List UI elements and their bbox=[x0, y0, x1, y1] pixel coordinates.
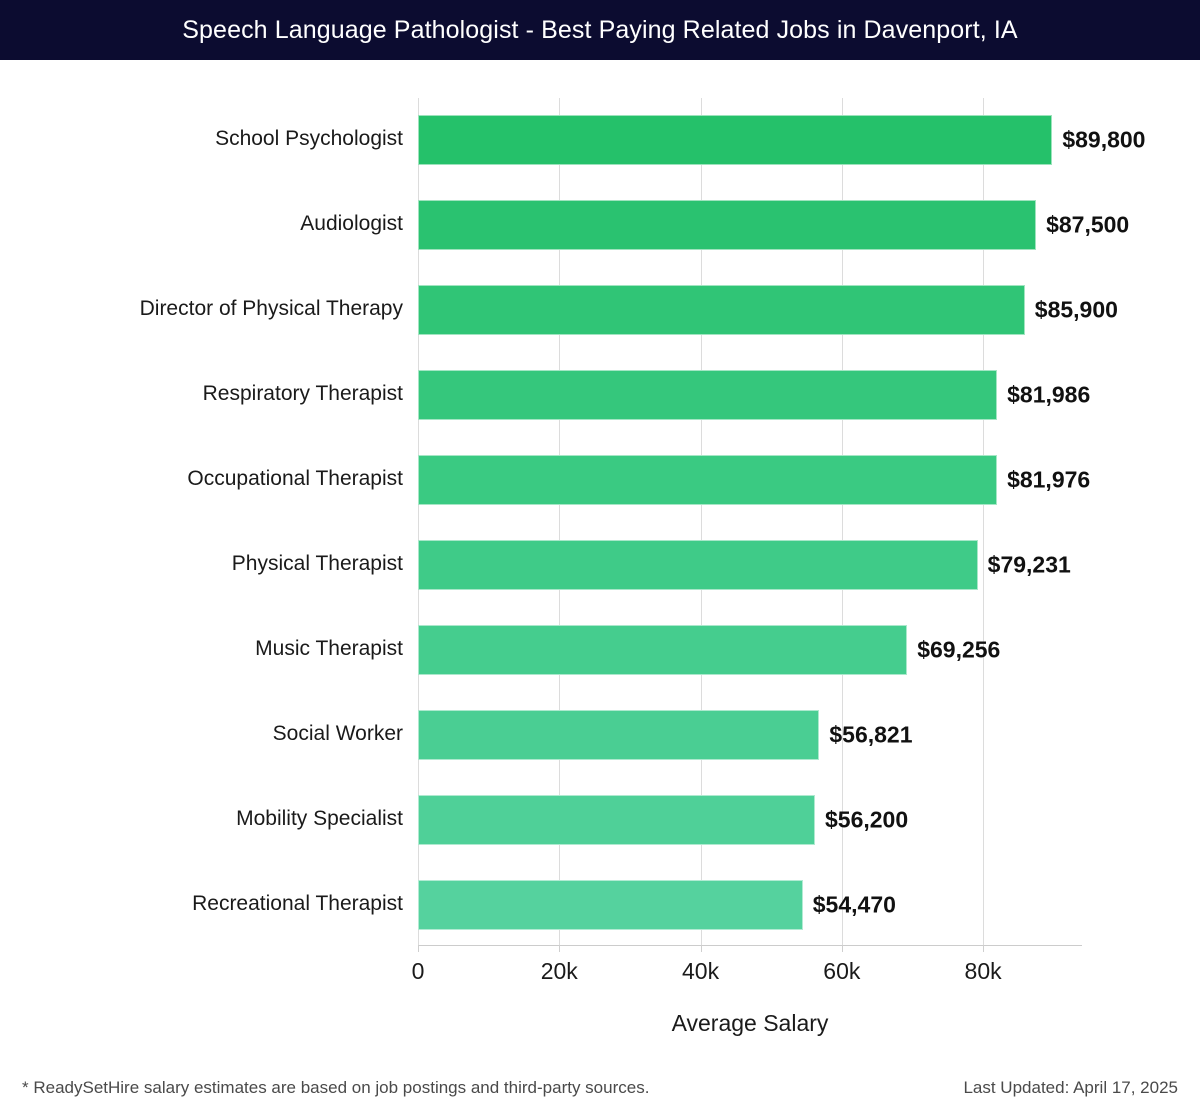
bar-row[interactable]: $69,256 bbox=[418, 625, 1082, 675]
page-title: Speech Language Pathologist - Best Payin… bbox=[182, 15, 1018, 44]
x-tick-label: 40k bbox=[682, 958, 720, 984]
bar[interactable] bbox=[418, 455, 998, 505]
chart-footer: * ReadySetHire salary estimates are base… bbox=[0, 1068, 1200, 1120]
bar[interactable] bbox=[418, 115, 1053, 165]
gridline bbox=[983, 98, 985, 945]
bar-row[interactable]: $87,500 bbox=[418, 200, 1129, 250]
plot-area: $89,800 $87,500 $85,900 $81,986 $81,976 $79,2… bbox=[418, 98, 1145, 945]
gridline bbox=[418, 98, 419, 945]
bar-value-label: $56,200 bbox=[824, 806, 909, 833]
y-axis-category-label: Music Therapist bbox=[255, 637, 403, 660]
footer-last-updated: Last Updated: April 17, 2025 bbox=[963, 1078, 1178, 1097]
bar-value-label: $85,900 bbox=[1034, 296, 1118, 323]
x-tick-label: 20k bbox=[540, 958, 578, 984]
gridline bbox=[559, 98, 561, 945]
y-axis-category-label: Recreational Therapist bbox=[192, 892, 403, 915]
x-tick-mark bbox=[983, 945, 985, 952]
bar-row[interactable]: $56,821 bbox=[418, 710, 1082, 760]
y-axis-category-label: Audiologist bbox=[300, 212, 403, 235]
bar-value-label: $54,470 bbox=[812, 891, 896, 918]
bar[interactable] bbox=[418, 540, 978, 590]
y-axis-category-labels: School Psychologist Audiologist Director o… bbox=[0, 98, 403, 945]
bar-value-label: $87,500 bbox=[1046, 211, 1130, 238]
gridline bbox=[700, 98, 702, 945]
footer-disclaimer: * ReadySetHire salary estimates are base… bbox=[22, 1078, 650, 1097]
y-axis-category-label: Respiratory Therapist bbox=[202, 382, 403, 405]
y-axis-category-label: Social Worker bbox=[272, 722, 403, 745]
bar[interactable] bbox=[418, 370, 998, 420]
y-axis-category-label: Occupational Therapist bbox=[187, 467, 403, 490]
bar-row[interactable]: $56,200 bbox=[418, 795, 1082, 845]
bar-value-label: $69,256 bbox=[917, 636, 1001, 663]
x-tick-mark bbox=[700, 945, 702, 952]
chart-header-bar: Speech Language Pathologist - Best Payin… bbox=[0, 0, 1200, 60]
x-axis-line bbox=[418, 945, 1082, 946]
bar-row[interactable]: $79,231 bbox=[418, 540, 1082, 590]
bar-row[interactable]: $85,900 bbox=[418, 285, 1118, 335]
bar-row[interactable]: $89,800 bbox=[418, 115, 1145, 165]
x-axis-title: Average Salary bbox=[671, 1010, 829, 1036]
bar-row[interactable]: $81,976 bbox=[418, 455, 1090, 505]
bar-value-label: $79,231 bbox=[987, 551, 1071, 578]
bar-row[interactable]: $81,986 bbox=[418, 370, 1090, 420]
bar-value-label: $81,986 bbox=[1007, 381, 1091, 408]
bar-chart: $89,800 $87,500 $85,900 $81,986 $81,976 $79,2… bbox=[0, 60, 1200, 1060]
y-axis-category-label: Mobility Specialist bbox=[236, 807, 403, 830]
y-axis-category-label: Physical Therapist bbox=[231, 552, 403, 575]
bar[interactable] bbox=[418, 200, 1037, 250]
x-tick-mark bbox=[841, 945, 843, 952]
x-tick-mark bbox=[418, 945, 419, 952]
bar-value-label: $56,821 bbox=[829, 721, 913, 748]
x-tick-label: 80k bbox=[964, 958, 1002, 984]
x-tick-label: 60k bbox=[823, 958, 861, 984]
bar-value-label: $89,800 bbox=[1062, 126, 1146, 153]
bar-row[interactable]: $54,470 bbox=[418, 880, 1082, 930]
bar[interactable] bbox=[418, 880, 803, 930]
bar[interactable] bbox=[418, 625, 908, 675]
gridline bbox=[841, 98, 843, 945]
x-tick-label: 0 bbox=[411, 958, 425, 984]
bar[interactable] bbox=[418, 795, 815, 845]
y-axis-category-label: School Psychologist bbox=[215, 127, 403, 150]
bar[interactable] bbox=[418, 710, 820, 760]
bar[interactable] bbox=[418, 285, 1025, 335]
y-axis-category-label: Director of Physical Therapy bbox=[139, 297, 403, 320]
x-tick-mark bbox=[559, 945, 561, 952]
bar-value-label: $81,976 bbox=[1007, 466, 1091, 493]
